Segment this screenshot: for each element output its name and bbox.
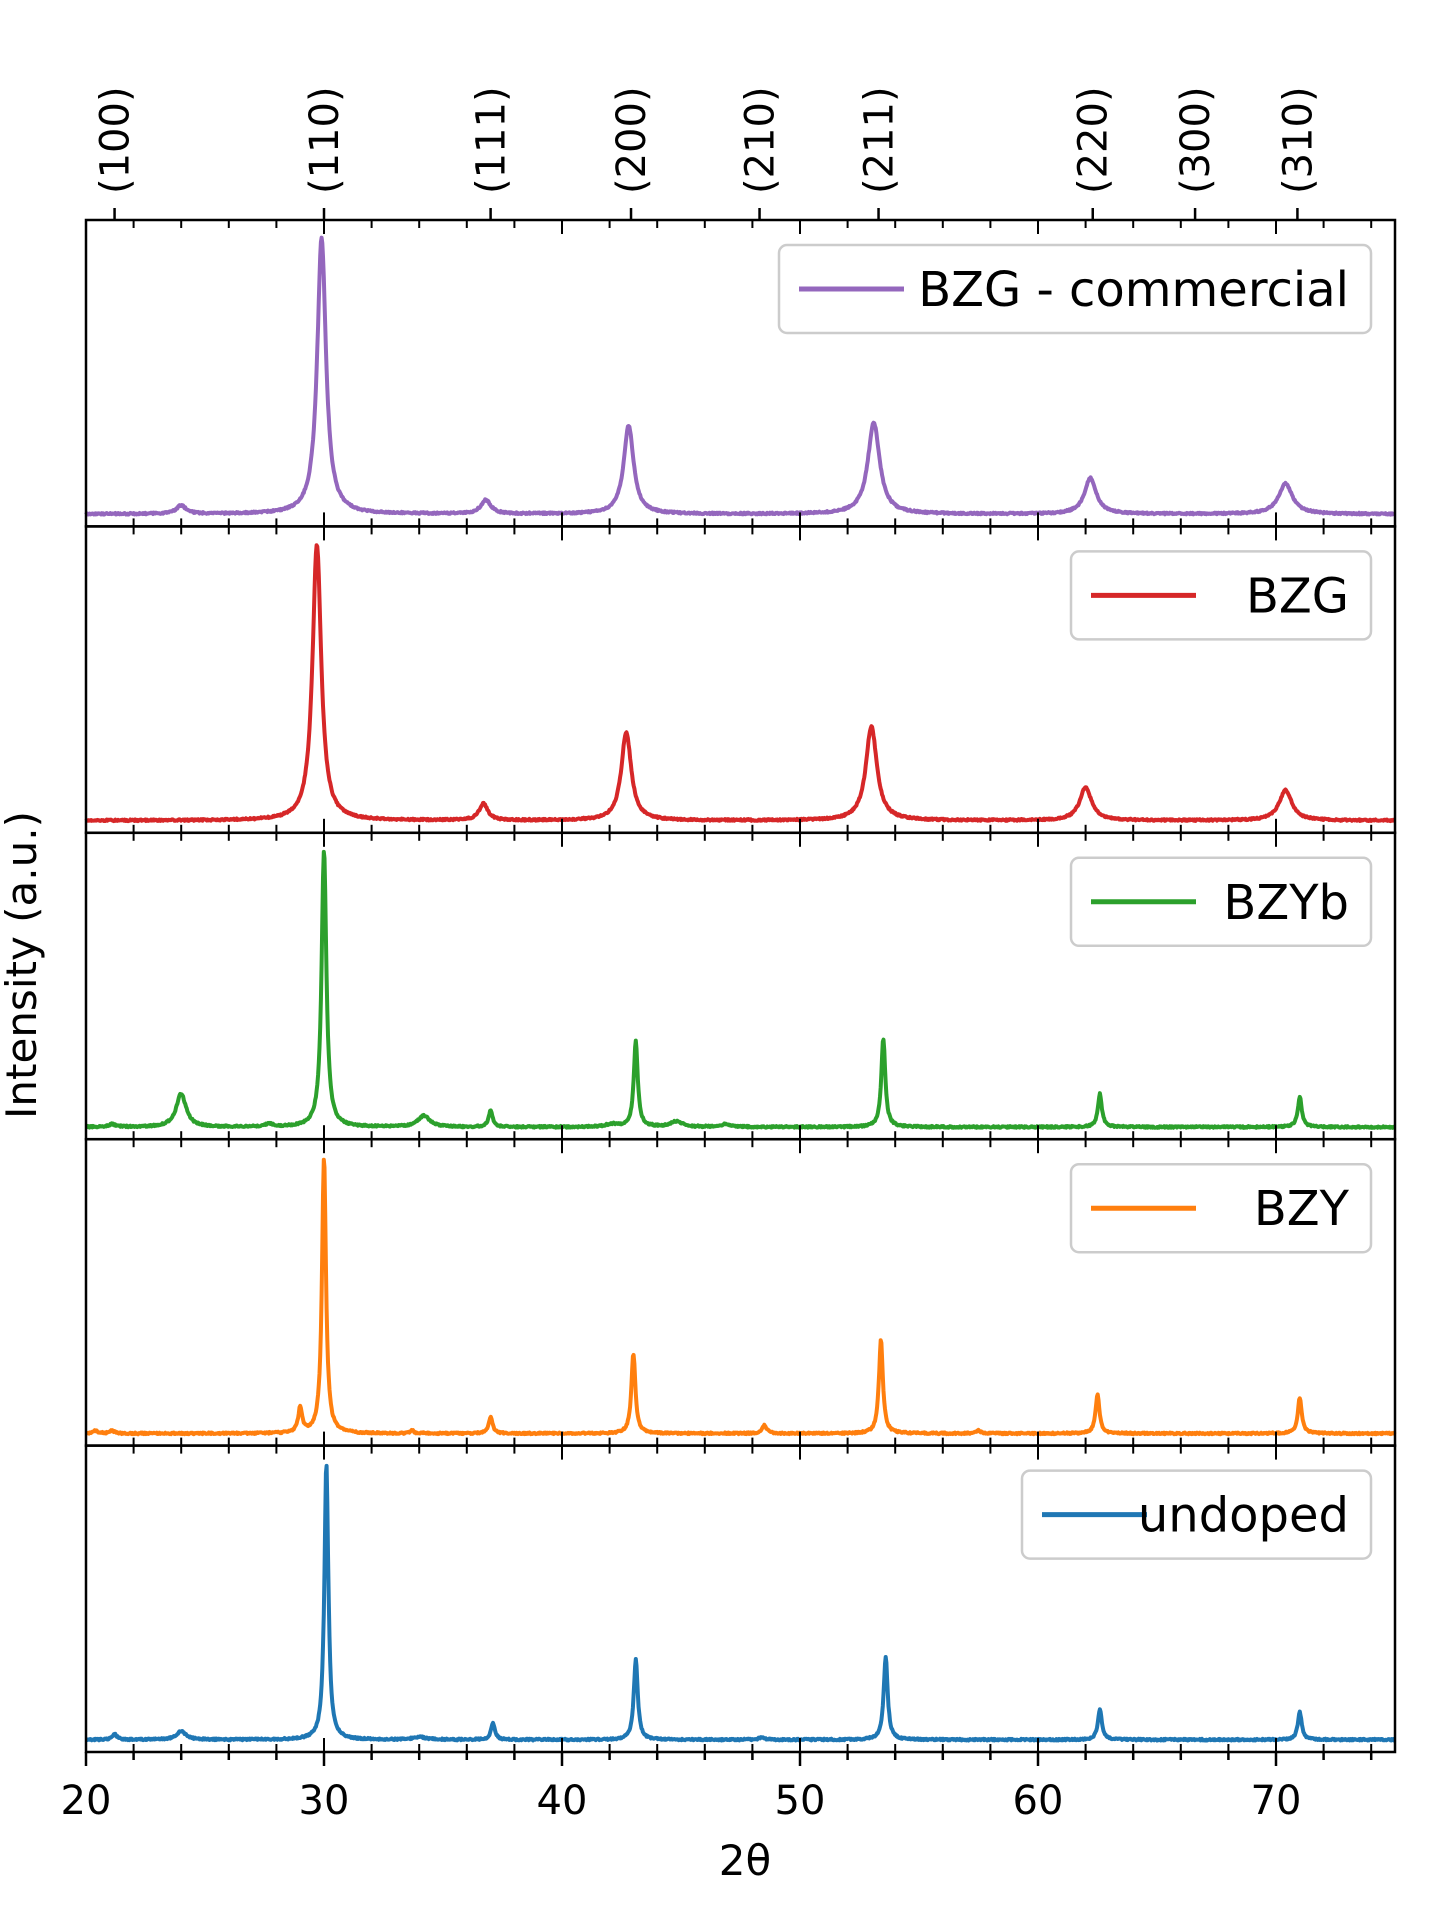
legend-box bbox=[1020, 1469, 1373, 1560]
top-axis-label-2: (111) bbox=[469, 86, 515, 194]
series-line-1 bbox=[84, 543, 1396, 824]
legend-0: BZG - commercial bbox=[777, 243, 1373, 335]
x-tick-label: 20 bbox=[61, 1778, 112, 1824]
legend-box bbox=[1069, 1162, 1373, 1254]
panel-4: undoped bbox=[84, 1444, 1397, 1754]
top-axis-label-6: (220) bbox=[1071, 86, 1117, 194]
series-line-2 bbox=[84, 849, 1396, 1130]
series-line-0 bbox=[84, 235, 1396, 517]
legend-label: BZYb bbox=[1223, 875, 1349, 931]
panel-frame-4 bbox=[84, 1444, 1397, 1754]
panel-3: BZY bbox=[84, 1137, 1397, 1447]
x-axis-label: 2θ bbox=[719, 1836, 771, 1885]
top-axis-label-0: (100) bbox=[93, 86, 139, 194]
series-line-3 bbox=[84, 1157, 1397, 1437]
x-tick-label: 50 bbox=[775, 1778, 826, 1824]
panel-1: BZG bbox=[84, 525, 1397, 835]
x-tick-label: 30 bbox=[299, 1778, 350, 1824]
legend-label: BZG bbox=[1246, 568, 1349, 624]
top-axis-label-3: (200) bbox=[609, 86, 655, 194]
top-axis-label-5: (211) bbox=[857, 86, 903, 194]
series-line-4 bbox=[84, 1463, 1397, 1743]
legend-label: BZG - commercial bbox=[918, 262, 1349, 318]
x-tick-label: 40 bbox=[537, 1778, 588, 1824]
panel-2: BZYb bbox=[84, 831, 1397, 1141]
legend-box bbox=[1069, 856, 1373, 948]
legend-label: BZY bbox=[1254, 1181, 1350, 1237]
x-tick-label: 60 bbox=[1013, 1778, 1064, 1824]
legend-3: BZY bbox=[1069, 1162, 1373, 1254]
top-axis-label-4: (210) bbox=[738, 86, 784, 194]
legend-2: BZYb bbox=[1069, 856, 1373, 948]
chart-panels: BZG - commercial BZG BZYb BZY undoped bbox=[84, 218, 1397, 1754]
top-axis-labels: (100) (110) (111) (200) (210) (211) (220) (300)… bbox=[93, 86, 1321, 220]
legend-box bbox=[777, 243, 1373, 335]
x-axis: 20 30 40 50 60 70 bbox=[61, 1752, 1373, 1824]
top-axis-label-7: (300) bbox=[1173, 86, 1219, 194]
y-axis-label: Intensity (a.u.) bbox=[0, 811, 46, 1119]
top-axis-label-1: (110) bbox=[302, 86, 348, 194]
legend-box bbox=[1069, 550, 1373, 641]
legend-1: BZG bbox=[1069, 550, 1373, 641]
legend-4: undoped bbox=[1020, 1469, 1373, 1560]
top-axis-label-8: (310) bbox=[1275, 86, 1321, 194]
x-tick-label: 70 bbox=[1251, 1778, 1302, 1824]
panel-0: BZG - commercial bbox=[84, 218, 1397, 528]
legend-label: undoped bbox=[1138, 1488, 1349, 1544]
